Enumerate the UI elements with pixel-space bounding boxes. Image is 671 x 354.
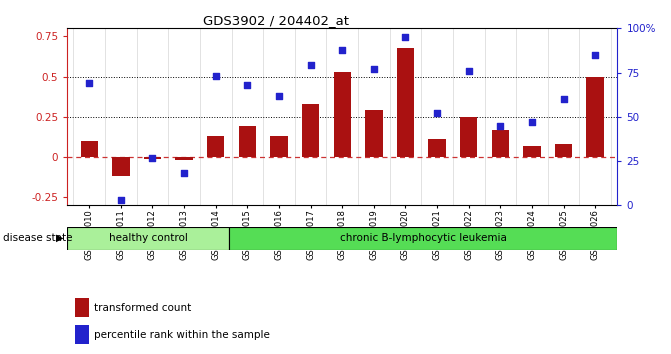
Bar: [75, 325, 89, 344]
Bar: [460, 117, 477, 157]
Bar: [428, 139, 446, 157]
Text: percentile rank within the sample: percentile rank within the sample: [93, 330, 269, 340]
Bar: [397, 48, 414, 157]
Point: [464, 68, 474, 74]
Bar: [492, 130, 509, 157]
Bar: [112, 157, 130, 176]
Point: [147, 155, 158, 160]
Point: [558, 96, 569, 102]
Bar: [175, 157, 193, 160]
Text: healthy control: healthy control: [109, 233, 187, 243]
Bar: [523, 146, 541, 157]
Text: disease state: disease state: [3, 233, 73, 243]
Point: [495, 123, 506, 129]
Point: [527, 119, 537, 125]
Bar: [67, 227, 229, 250]
Bar: [75, 298, 89, 317]
Point: [210, 73, 221, 79]
Bar: [302, 104, 319, 157]
Point: [431, 110, 442, 116]
Point: [115, 197, 126, 203]
Point: [400, 34, 411, 40]
Point: [242, 82, 253, 88]
Text: chronic B-lymphocytic leukemia: chronic B-lymphocytic leukemia: [340, 233, 507, 243]
Bar: [333, 72, 351, 157]
Bar: [365, 110, 382, 157]
Bar: [270, 136, 288, 157]
Point: [305, 63, 316, 68]
Text: ▶: ▶: [56, 233, 63, 243]
Point: [590, 52, 601, 58]
Bar: [239, 126, 256, 157]
Bar: [81, 141, 98, 157]
Bar: [229, 227, 617, 250]
Point: [178, 171, 189, 176]
Text: transformed count: transformed count: [93, 303, 191, 313]
Bar: [207, 136, 224, 157]
Point: [368, 66, 379, 72]
Point: [84, 80, 95, 86]
Point: [274, 93, 285, 98]
Bar: [144, 157, 161, 159]
Bar: [555, 144, 572, 157]
Bar: [586, 76, 604, 157]
Title: GDS3902 / 204402_at: GDS3902 / 204402_at: [203, 14, 349, 27]
Point: [337, 47, 348, 52]
